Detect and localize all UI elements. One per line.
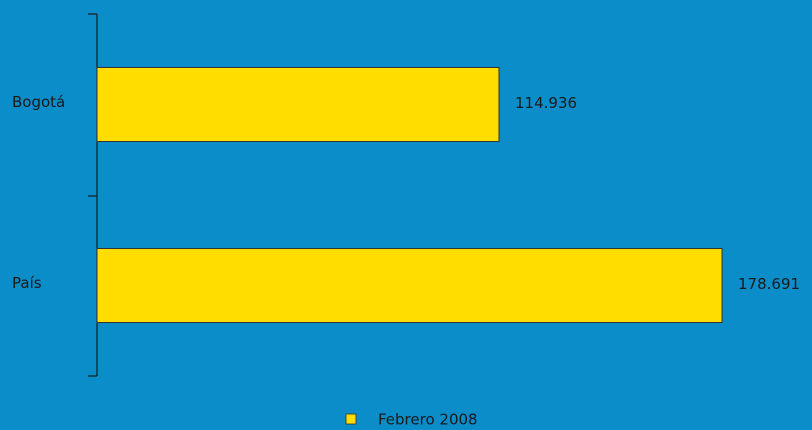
category-label: Bogotá (12, 93, 65, 111)
value-label: 114.936 (515, 94, 577, 112)
bar (96, 67, 500, 142)
legend-swatch (345, 413, 357, 425)
category-label: País (12, 274, 42, 292)
bar (96, 248, 723, 323)
legend-label: Febrero 2008 (378, 411, 478, 429)
value-label: 178.691 (738, 275, 800, 293)
